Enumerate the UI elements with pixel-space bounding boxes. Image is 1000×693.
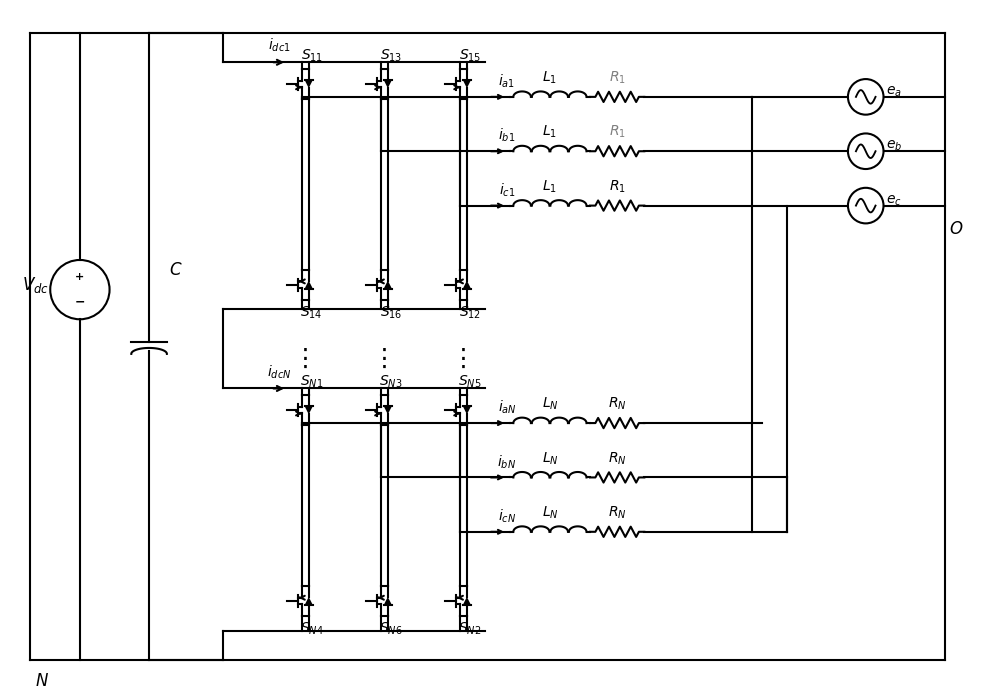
Text: $R_1$: $R_1$ xyxy=(609,69,626,86)
Text: $S_{N2}$: $S_{N2}$ xyxy=(458,621,481,637)
Text: $S_{13}$: $S_{13}$ xyxy=(380,48,402,64)
Text: ⋮: ⋮ xyxy=(451,346,476,371)
Text: $L_1$: $L_1$ xyxy=(542,69,557,86)
Polygon shape xyxy=(384,80,392,88)
Text: $O$: $O$ xyxy=(949,220,963,238)
Text: $R_1$: $R_1$ xyxy=(609,124,626,141)
Text: $R_N$: $R_N$ xyxy=(608,450,626,466)
Text: −: − xyxy=(75,296,85,308)
Polygon shape xyxy=(463,406,471,414)
Polygon shape xyxy=(305,597,313,605)
Text: $e_b$: $e_b$ xyxy=(886,139,903,153)
Text: $i_{dcN}$: $i_{dcN}$ xyxy=(267,363,292,380)
Text: $V_{dc}$: $V_{dc}$ xyxy=(22,274,49,295)
Text: $i_{bN}$: $i_{bN}$ xyxy=(497,453,516,471)
Polygon shape xyxy=(384,597,392,605)
Text: $S_{16}$: $S_{16}$ xyxy=(380,304,402,321)
Text: $C$: $C$ xyxy=(169,261,182,279)
Polygon shape xyxy=(463,80,471,88)
Polygon shape xyxy=(305,80,313,88)
Text: $L_N$: $L_N$ xyxy=(542,396,558,412)
Text: $L_1$: $L_1$ xyxy=(542,124,557,141)
Text: ⋮: ⋮ xyxy=(372,346,397,371)
Text: $N$: $N$ xyxy=(35,672,49,690)
Text: $S_{N1}$: $S_{N1}$ xyxy=(300,374,323,390)
Text: $i_{cN}$: $i_{cN}$ xyxy=(498,507,516,525)
Polygon shape xyxy=(384,281,392,289)
Polygon shape xyxy=(463,597,471,605)
Text: $L_1$: $L_1$ xyxy=(542,178,557,195)
Polygon shape xyxy=(305,281,313,289)
Text: $S_{N6}$: $S_{N6}$ xyxy=(379,621,403,637)
Polygon shape xyxy=(305,406,313,414)
Text: $e_a$: $e_a$ xyxy=(886,85,902,99)
Text: $S_{N4}$: $S_{N4}$ xyxy=(300,621,324,637)
Text: $S_{N5}$: $S_{N5}$ xyxy=(458,374,482,390)
Text: $L_N$: $L_N$ xyxy=(542,450,558,466)
Text: $i_{a1}$: $i_{a1}$ xyxy=(498,73,515,90)
Text: $S_{15}$: $S_{15}$ xyxy=(459,48,481,64)
Text: $S_{14}$: $S_{14}$ xyxy=(300,304,323,321)
Polygon shape xyxy=(463,281,471,289)
Text: $i_{b1}$: $i_{b1}$ xyxy=(498,127,516,144)
Text: $i_{dc1}$: $i_{dc1}$ xyxy=(268,37,291,54)
Text: $i_{c1}$: $i_{c1}$ xyxy=(499,182,515,199)
Text: $S_{11}$: $S_{11}$ xyxy=(301,48,323,64)
Polygon shape xyxy=(384,406,392,414)
Text: +: + xyxy=(75,272,85,282)
Text: ⋮: ⋮ xyxy=(293,346,318,371)
Text: $e_c$: $e_c$ xyxy=(886,193,902,208)
Text: $S_{12}$: $S_{12}$ xyxy=(459,304,481,321)
Text: $R_N$: $R_N$ xyxy=(608,396,626,412)
Text: $R_N$: $R_N$ xyxy=(608,505,626,521)
Text: $i_{aN}$: $i_{aN}$ xyxy=(498,398,516,416)
Text: $L_N$: $L_N$ xyxy=(542,505,558,521)
Text: $R_1$: $R_1$ xyxy=(609,178,626,195)
Text: $S_{N3}$: $S_{N3}$ xyxy=(379,374,402,390)
